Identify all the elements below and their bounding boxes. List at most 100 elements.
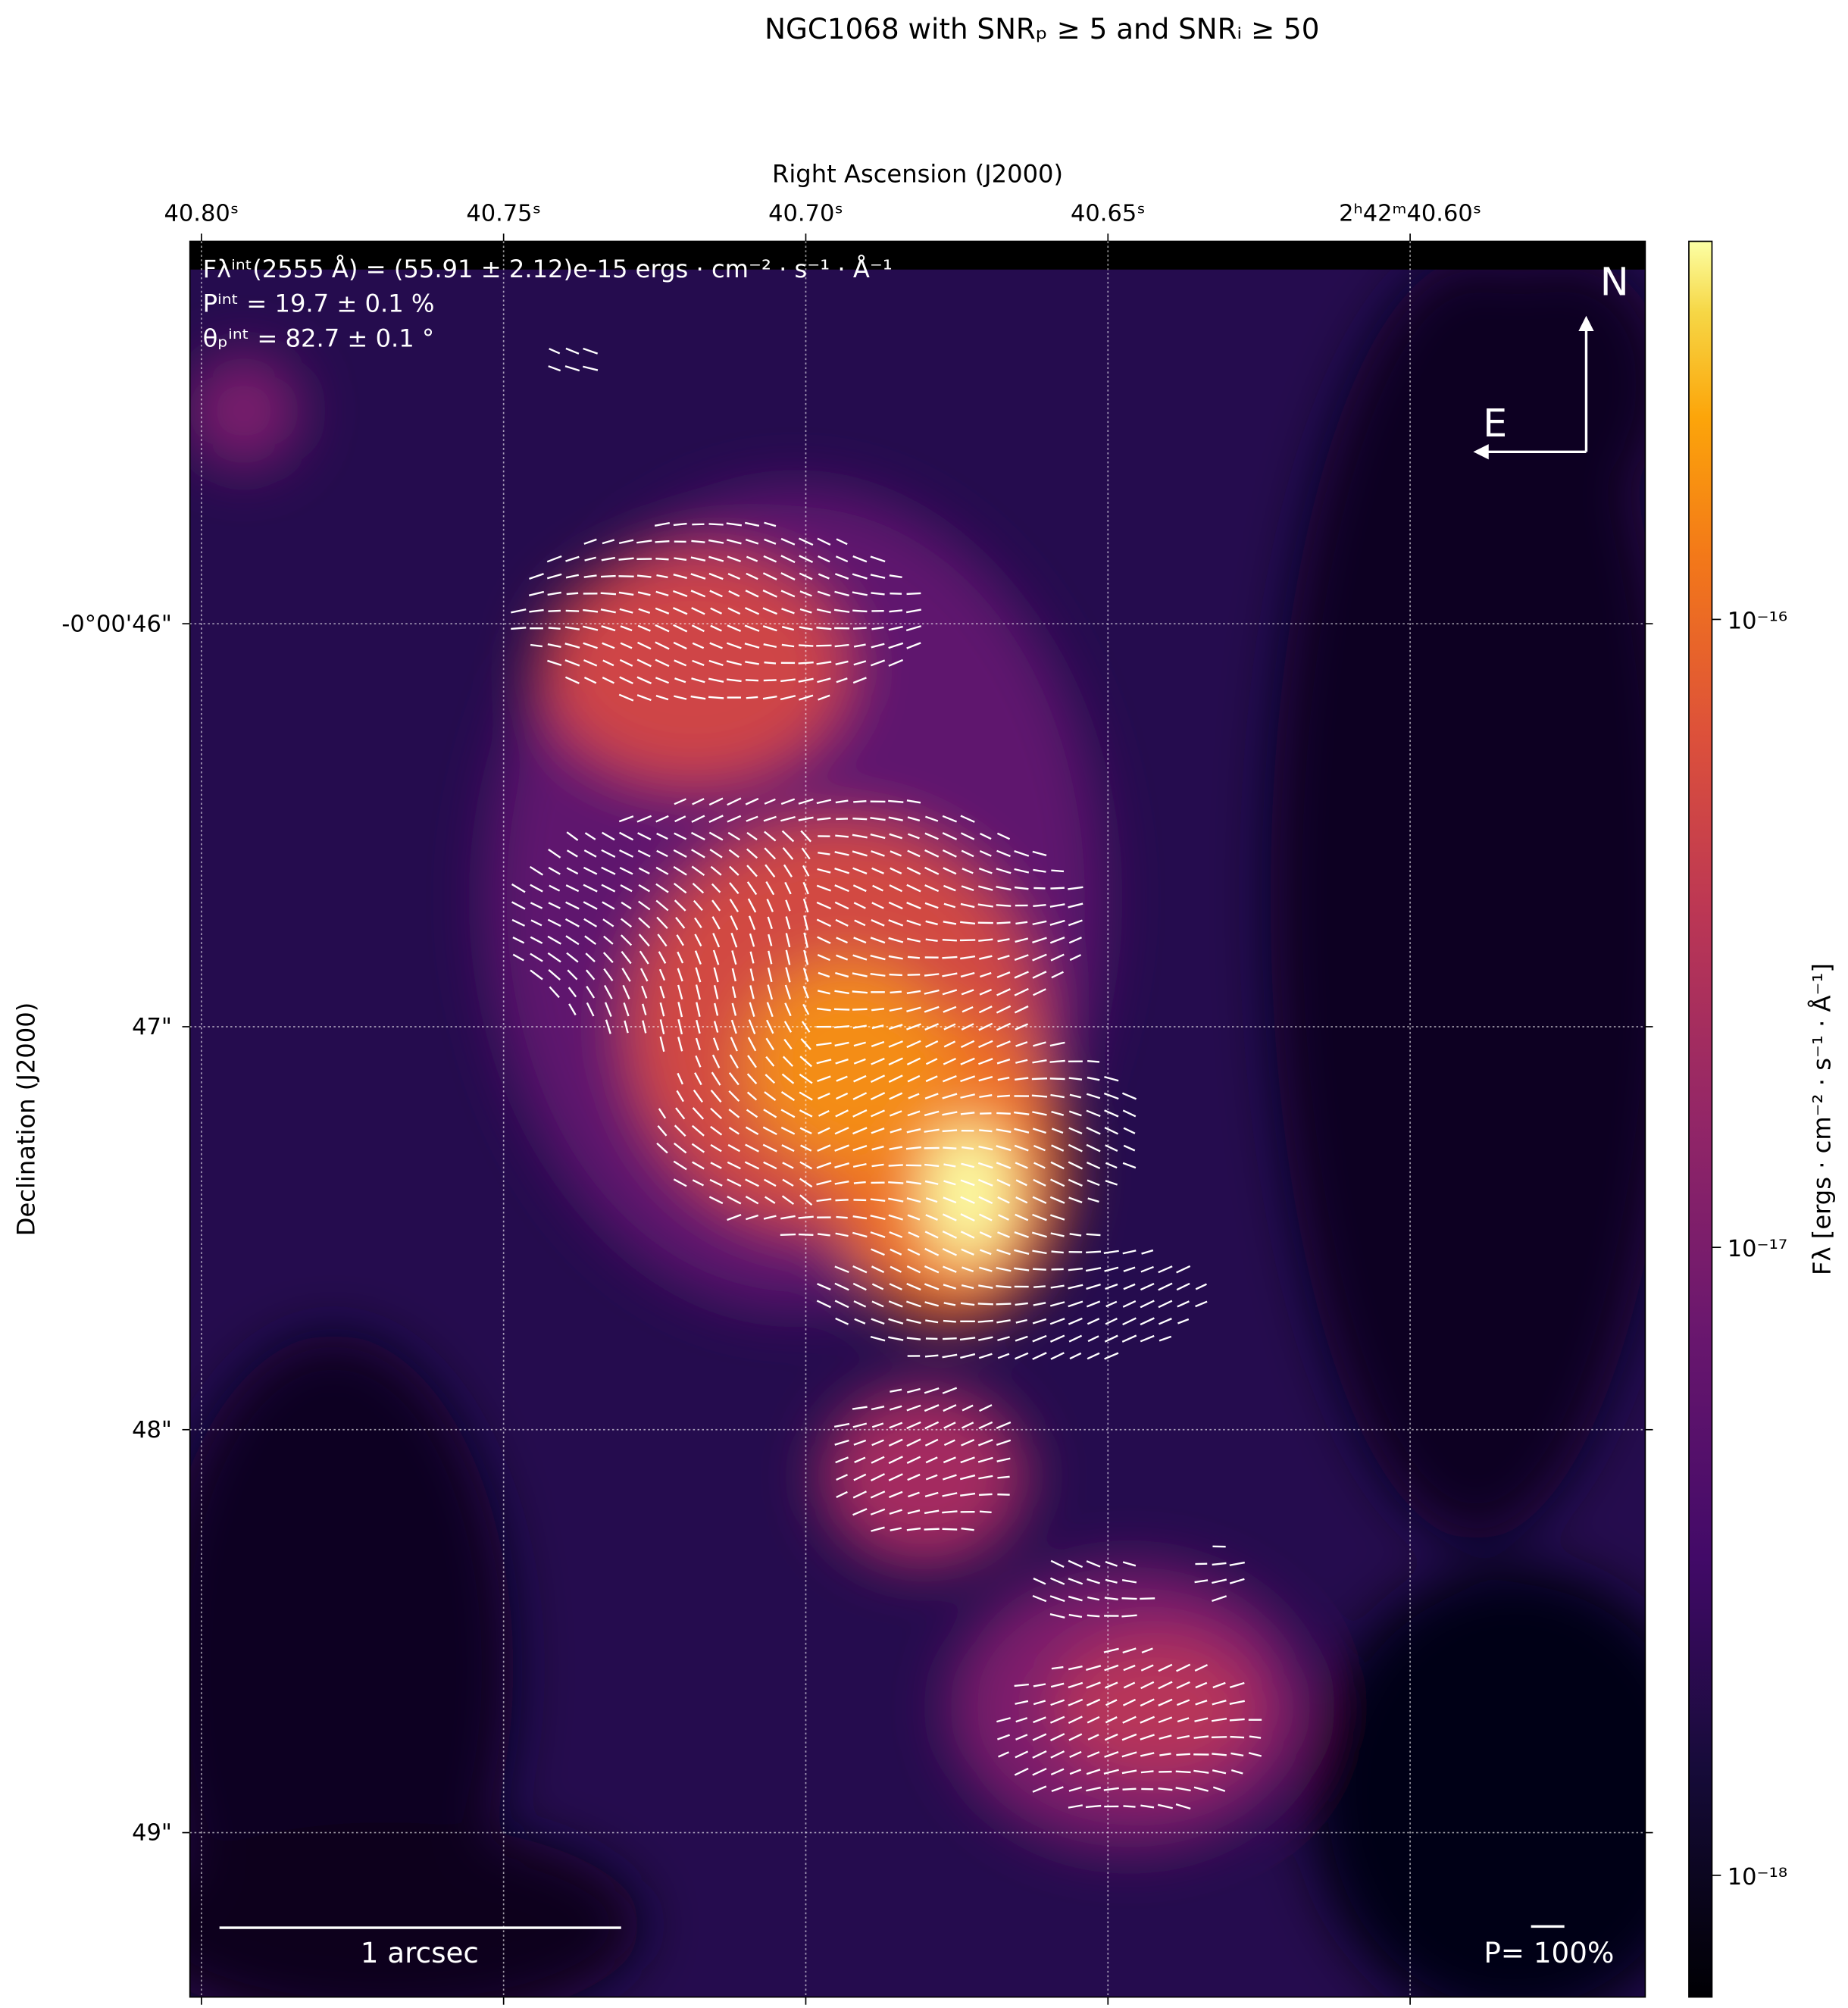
polarization-vector — [996, 832, 1011, 840]
polarization-vector — [942, 1248, 957, 1256]
polarization-vector — [852, 834, 868, 839]
polarization-vector — [747, 1037, 757, 1052]
polarization-vector — [962, 1006, 974, 1013]
polarization-vector — [1031, 1231, 1047, 1238]
polarization-vector — [979, 850, 992, 857]
polarization-vector — [1194, 1717, 1209, 1722]
polarization-vector — [924, 1421, 940, 1430]
polarization-vector — [943, 1284, 957, 1290]
polarization-vector — [925, 815, 939, 822]
polarization-vector — [942, 1474, 957, 1481]
polarization-vector — [1049, 1059, 1065, 1063]
polarization-vector — [1248, 1752, 1262, 1757]
polarization-vector — [1212, 1753, 1227, 1756]
polarization-vector — [620, 934, 633, 946]
polarization-vector — [583, 884, 598, 893]
polarization-vector — [978, 1284, 993, 1289]
polarization-vector — [997, 1336, 1010, 1342]
polarization-vector — [546, 573, 562, 580]
polarization-vector — [1087, 1734, 1099, 1741]
polarization-vector — [1015, 921, 1028, 925]
north-arrowhead — [1578, 315, 1594, 332]
polarization-vector — [1068, 902, 1083, 909]
polarization-vector — [871, 1473, 886, 1481]
polarization-vector — [583, 365, 599, 371]
polarization-vector — [1068, 1665, 1083, 1671]
polarization-vector — [1122, 1317, 1137, 1326]
polarization-vector — [979, 1129, 993, 1133]
polarization-vector — [728, 1109, 740, 1118]
polarization-vector — [961, 1162, 975, 1168]
colorbar-tick-label: 10⁻¹⁶ — [1728, 608, 1787, 634]
polarization-vector — [1051, 1666, 1064, 1670]
polarization-vector — [943, 921, 957, 925]
polarization-vector — [1032, 1250, 1047, 1255]
polarization-vector — [677, 951, 684, 964]
polarization-vector — [1068, 1127, 1083, 1135]
polarization-vector — [638, 917, 651, 929]
polarization-vector — [636, 658, 652, 668]
polarization-vector — [782, 846, 794, 860]
polarization-vector — [1212, 1786, 1226, 1792]
polarization-vector — [925, 1214, 938, 1221]
polarization-vector — [1033, 1178, 1046, 1187]
polarization-vector — [711, 899, 721, 912]
polarization-vector — [745, 1126, 759, 1135]
polarization-vector — [890, 1248, 902, 1256]
polarization-vector — [942, 1111, 958, 1116]
polarization-vector — [925, 1197, 938, 1203]
polarization-vector — [763, 1178, 777, 1187]
polarization-vector — [511, 608, 527, 614]
polarization-vector — [1121, 1092, 1137, 1100]
polarization-vector — [1050, 1093, 1065, 1099]
polarization-vector — [655, 658, 670, 668]
polarization-vector — [906, 937, 921, 943]
polarization-vector — [565, 555, 580, 562]
polarization-vector — [996, 849, 1011, 858]
polarization-vector — [888, 1040, 903, 1048]
polarization-vector — [712, 1037, 720, 1051]
polarization-vector — [744, 607, 760, 615]
polarization-vector — [888, 642, 904, 649]
polarization-vector — [1033, 1162, 1046, 1169]
polarization-vector — [695, 1055, 702, 1068]
polarization-vector — [906, 1057, 921, 1065]
polarization-vector — [780, 1090, 796, 1102]
polarization-vector — [1103, 1250, 1119, 1254]
polarization-vector — [783, 864, 793, 877]
polarization-vector — [1229, 1718, 1245, 1722]
polarization-vector — [960, 1057, 975, 1065]
polarization-vector — [749, 933, 755, 947]
polarization-vector — [708, 815, 724, 824]
polarization-vector — [852, 627, 867, 630]
polarization-vector — [710, 1143, 722, 1153]
polarization-vector — [511, 627, 527, 630]
polarization-vector — [1158, 1265, 1173, 1274]
polarization-vector — [996, 1128, 1012, 1134]
polarization-vector — [673, 883, 687, 894]
polarization-vector — [1087, 1716, 1100, 1724]
polarization-vector — [1229, 1681, 1245, 1689]
polarization-vector — [943, 1422, 956, 1429]
polarization-vector — [710, 1125, 723, 1136]
polarization-vector — [888, 1181, 904, 1184]
polarization-vector — [835, 971, 849, 978]
polarization-vector — [641, 985, 648, 999]
polarization-vector — [1068, 1284, 1083, 1290]
polarization-vector — [564, 659, 580, 667]
polarization-vector — [530, 643, 543, 648]
polarization-vector — [1121, 1334, 1137, 1343]
polarization-vector — [1032, 937, 1047, 943]
polarization-vector — [673, 865, 687, 876]
polarization-vector — [1033, 1302, 1046, 1306]
polarization-vector — [1049, 1733, 1065, 1741]
polarization-vector — [889, 1092, 903, 1100]
polarization-vector — [714, 1002, 719, 1016]
polarization-vector — [1068, 1317, 1083, 1325]
polarization-vector — [586, 986, 596, 999]
polarization-vector — [834, 884, 849, 893]
polarization-vector — [1032, 1594, 1047, 1603]
polarization-vector — [924, 1387, 940, 1394]
polarization-vector — [1015, 1041, 1028, 1047]
polarization-vector — [1015, 1717, 1028, 1723]
